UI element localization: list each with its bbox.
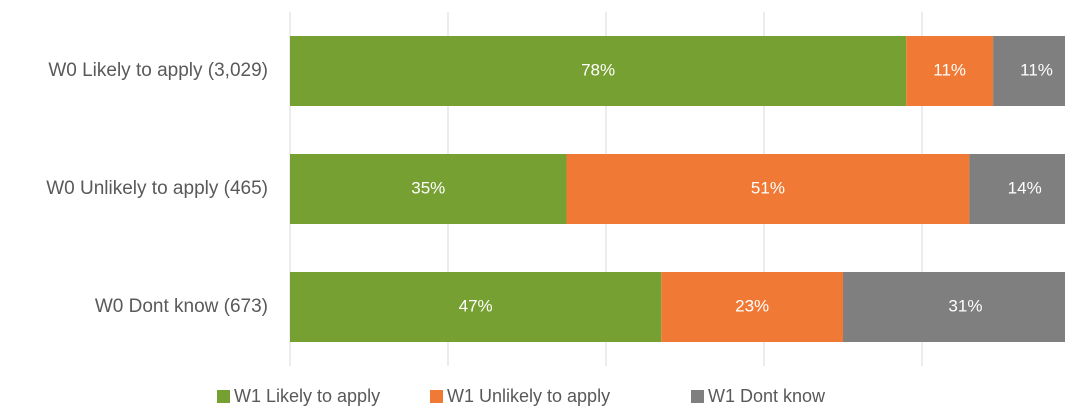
bar-segment <box>906 36 994 106</box>
bar-segment <box>566 154 970 224</box>
bar-segment <box>290 36 907 106</box>
data-label: 51% <box>751 178 785 197</box>
y-tick-label: W0 Unlikely to apply (465) <box>46 178 268 199</box>
bar-segment <box>290 272 662 342</box>
bar-segment <box>843 272 1065 342</box>
legend-label: W1 Likely to apply <box>234 386 380 406</box>
data-label: 11% <box>933 60 966 79</box>
bar-segment <box>290 154 567 224</box>
data-label: 23% <box>735 296 769 315</box>
legend-swatch <box>217 390 230 403</box>
y-tick-label: W0 Dont know (673) <box>95 296 268 317</box>
bar-segment <box>661 272 843 342</box>
legend-swatch <box>691 390 704 403</box>
data-label: 31% <box>948 296 982 315</box>
bar-segment <box>993 36 1065 106</box>
data-label: 78% <box>581 60 615 79</box>
y-tick-label: W0 Likely to apply (3,029) <box>48 60 268 81</box>
legend-label: W1 Dont know <box>708 386 826 406</box>
data-label: 11% <box>1020 60 1053 79</box>
legend-swatch <box>430 390 443 403</box>
bar-segment <box>969 154 1065 224</box>
legend-label: W1 Unlikely to apply <box>447 386 610 406</box>
data-label: 47% <box>459 296 493 315</box>
data-label: 14% <box>1008 178 1042 197</box>
data-label: 35% <box>411 178 445 197</box>
